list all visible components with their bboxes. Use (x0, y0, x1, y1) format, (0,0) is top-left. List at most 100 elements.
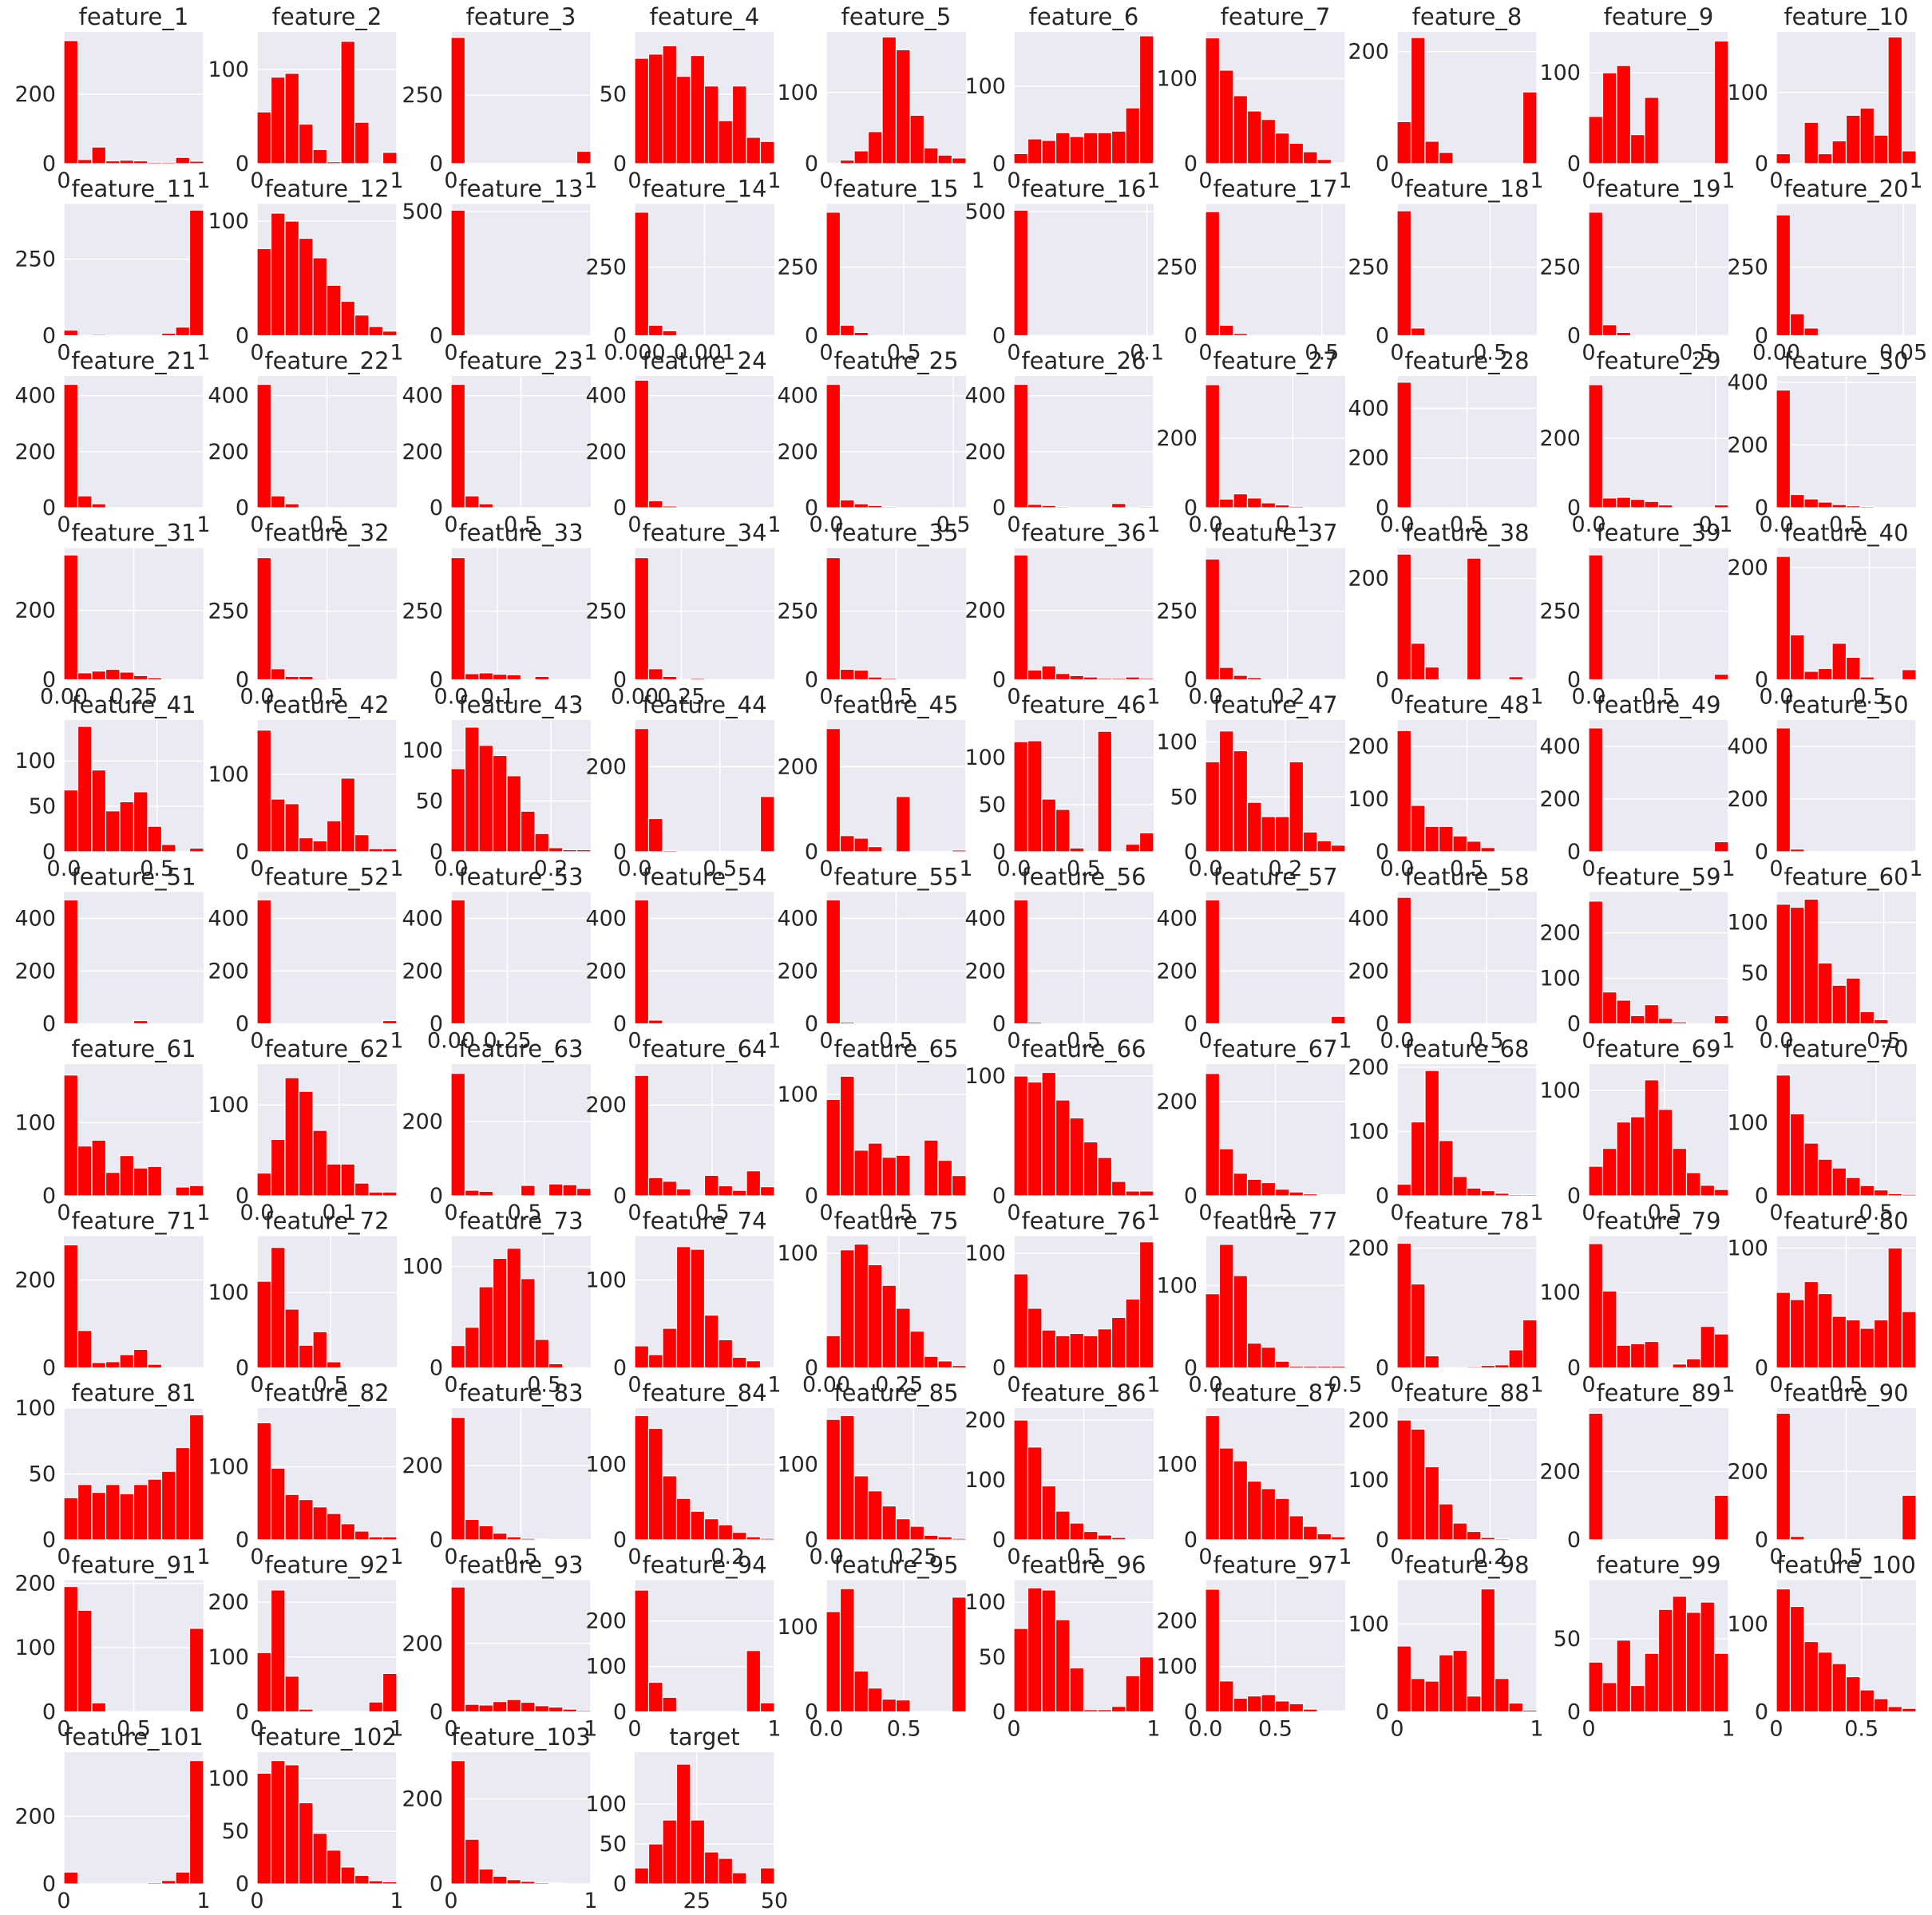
histogram-bar (576, 150, 592, 164)
histogram-bar (188, 1185, 204, 1197)
x-tick-label: 1 (1530, 1373, 1543, 1398)
histogram-bar (548, 847, 564, 853)
histogram-bar (1233, 675, 1249, 681)
histogram-bar (1494, 1364, 1510, 1369)
y-tick-label: 0 (805, 1184, 818, 1209)
x-tick-label: 0.5 (1829, 512, 1863, 537)
y-tick-label: 0 (236, 1356, 249, 1381)
histogram-bar (634, 1867, 650, 1885)
histogram-bar (690, 1510, 706, 1541)
y-tick-label: 500 (402, 200, 443, 224)
y-tick-label: 0 (42, 1356, 56, 1381)
histogram-bar (1097, 1157, 1113, 1197)
histogram-panel: 0 50 100 0.0 0.5 feature_60 (1727, 864, 1916, 1054)
histogram-bar (1601, 497, 1617, 508)
panel-title: feature_37 (1213, 520, 1337, 547)
histogram-panel: 0 100 0 0.5 feature_100 (1727, 1552, 1917, 1742)
x-tick-label: 1 (196, 341, 210, 366)
x-tick-label: 1 (1146, 512, 1160, 537)
histogram-bar (1424, 1070, 1440, 1197)
histogram-bar (1027, 504, 1043, 508)
plot-area (1589, 720, 1728, 852)
y-tick-label: 0 (1567, 1700, 1581, 1725)
y-tick-label: 400 (1539, 734, 1581, 759)
histogram-bar (1027, 1021, 1043, 1025)
histogram-bar (1233, 1460, 1249, 1541)
histogram-bar (133, 1167, 148, 1197)
histogram-bar (1111, 130, 1126, 164)
histogram-bar (1396, 553, 1412, 681)
histogram-bar (1887, 1247, 1903, 1369)
y-tick-label: 100 (14, 749, 56, 774)
y-tick-label: 0 (805, 324, 818, 349)
x-tick-label: 0.0 (1760, 1029, 1794, 1054)
x-tick-label: 1 (196, 1201, 210, 1225)
histogram-bar (690, 1819, 706, 1885)
x-tick-label: 0 (1582, 1717, 1595, 1742)
histogram-bar (867, 1142, 883, 1197)
x-tick-label: 1 (390, 1889, 403, 1913)
x-tick-label: 0 (57, 168, 70, 193)
histogram-bar (1789, 493, 1805, 508)
plot-area (257, 892, 397, 1024)
histogram-bar (759, 1867, 775, 1885)
x-tick-label: 1 (1530, 685, 1543, 710)
histogram-bar (91, 769, 107, 853)
histogram-bar (1601, 1147, 1617, 1197)
histogram-bar (548, 1706, 564, 1713)
x-tick-label: 0 (444, 341, 457, 366)
y-tick-label: 100 (585, 1268, 627, 1293)
histogram-bar (105, 668, 121, 681)
histogram-bar (1789, 1299, 1805, 1369)
histogram-panel: 0 200 400 0 1 feature_52 (208, 864, 403, 1054)
histogram-bar (1097, 1534, 1113, 1541)
histogram-bar (718, 1185, 734, 1197)
histogram-bar (326, 1513, 342, 1541)
y-tick-label: 400 (964, 907, 1006, 932)
histogram-bar (576, 1710, 592, 1713)
histogram-panel: 0 250 0.00 0.05 feature_20 (1727, 176, 1927, 366)
x-tick-label: 0.0 (434, 685, 469, 710)
histogram-bar (1246, 497, 1262, 508)
panel-title: feature_48 (1404, 691, 1529, 718)
histogram-bar (895, 796, 911, 853)
histogram-bar (298, 1344, 314, 1369)
histogram-bar (1466, 1187, 1482, 1197)
histogram-bar (675, 1763, 691, 1885)
histogram-bar (1041, 1589, 1057, 1713)
histogram-bar (1205, 211, 1221, 337)
x-tick-label: 0.0 (1380, 1029, 1415, 1054)
x-tick-label: 0.0 (240, 685, 275, 710)
histogram-bar (63, 1497, 79, 1541)
histogram-bar (634, 212, 650, 337)
y-tick-label: 100 (14, 1396, 56, 1421)
x-tick-label: 0.2 (1269, 857, 1303, 881)
histogram-bar (923, 1355, 939, 1369)
panel-title: feature_82 (264, 1379, 389, 1407)
y-tick-label: 400 (14, 384, 56, 409)
histogram-bar (1138, 1241, 1154, 1369)
histogram-bar (1845, 114, 1861, 164)
histogram-bar (1789, 634, 1805, 681)
histogram-bar (562, 1184, 578, 1197)
histogram-bar (1616, 331, 1632, 337)
y-tick-label: 0 (1376, 496, 1389, 520)
histogram-bar (1083, 1141, 1099, 1197)
x-tick-label: 0.0 (1760, 512, 1794, 537)
histogram-bar (1776, 1292, 1791, 1369)
histogram-panel: 0 200 0.0 0.5 feature_44 (585, 691, 775, 881)
y-tick-label: 0 (42, 324, 56, 349)
histogram-bar (1218, 1680, 1234, 1713)
histogram-bar (1069, 1667, 1085, 1713)
histogram-bar (284, 1308, 300, 1369)
panel-title: feature_75 (833, 1208, 958, 1235)
histogram-bar (1125, 676, 1141, 681)
panel-title: feature_29 (1596, 347, 1720, 374)
histogram-bar (1083, 1530, 1099, 1541)
panel-title: feature_102 (257, 1723, 397, 1751)
y-tick-label: 200 (1727, 1459, 1768, 1484)
histogram-bar (63, 899, 79, 1025)
histogram-bar (133, 1019, 148, 1025)
histogram-bar (731, 1531, 747, 1541)
histogram-bar (175, 1871, 191, 1885)
